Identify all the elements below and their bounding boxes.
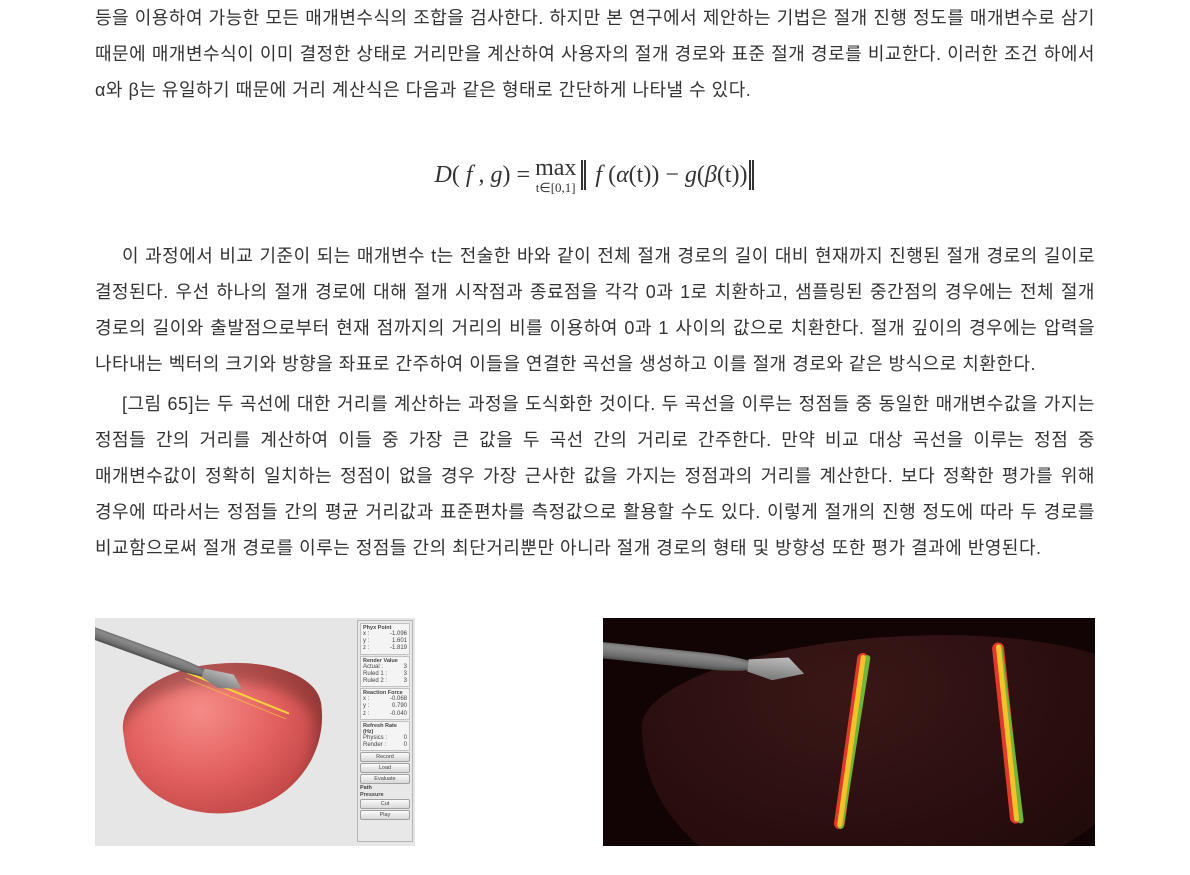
paragraph-1: 등을 이용하여 가능한 모든 매개변수식의 조합을 검사한다. 하지만 본 연구…: [95, 0, 1095, 108]
load-button[interactable]: Load: [360, 763, 410, 773]
paragraph-2: 이 과정에서 비교 기준이 되는 매개변수 t는 전술한 바와 같이 전체 절개…: [95, 238, 1095, 382]
evaluate-button[interactable]: Evaluate: [360, 774, 410, 784]
formula-max-sub: t∈[0,1]: [536, 181, 576, 194]
panel-phyx: Phyx Point x :-1.096 y :1.601 z :-1.819: [360, 623, 410, 655]
figure-right: [603, 618, 1095, 846]
formula-max: max t∈[0,1]: [535, 156, 576, 194]
record-button[interactable]: Record: [360, 752, 410, 762]
norm-open: [581, 160, 587, 190]
play-button[interactable]: Play: [360, 810, 410, 820]
panel-path-label: Path: [360, 785, 410, 791]
debug-panel: Phyx Point x :-1.096 y :1.601 z :-1.819 …: [357, 620, 413, 842]
cut-button[interactable]: Cut: [360, 799, 410, 809]
formula-body: f (α(t)) − g(β(t)): [589, 162, 747, 189]
norm-close: [749, 160, 755, 190]
figures-row: Phyx Point x :-1.096 y :1.601 z :-1.819 …: [95, 618, 1095, 846]
panel-render: Render Value Actual :3 Ruled 1 :3 Ruled …: [360, 656, 410, 688]
formula-max-label: max: [535, 156, 576, 180]
panel-pressure-label: Pressure: [360, 792, 410, 798]
scalpel-icon: [95, 619, 213, 682]
scalpel-icon: [603, 637, 760, 674]
formula-left: D( f , g) =: [435, 162, 531, 189]
paragraph-3: [그림 65]는 두 곡선에 대한 거리를 계산하는 과정을 도식화한 것이다.…: [95, 386, 1095, 566]
distance-formula: D( f , g) = max t∈[0,1] f (α(t)) − g(β(t…: [95, 156, 1095, 194]
panel-refresh: Refresh Rate (Hz) Physics :0 Render :0: [360, 721, 410, 751]
figure-left: Phyx Point x :-1.096 y :1.601 z :-1.819 …: [95, 618, 415, 846]
panel-force: Reaction Force x :-0.068 y :0.790 z :-0.…: [360, 688, 410, 720]
